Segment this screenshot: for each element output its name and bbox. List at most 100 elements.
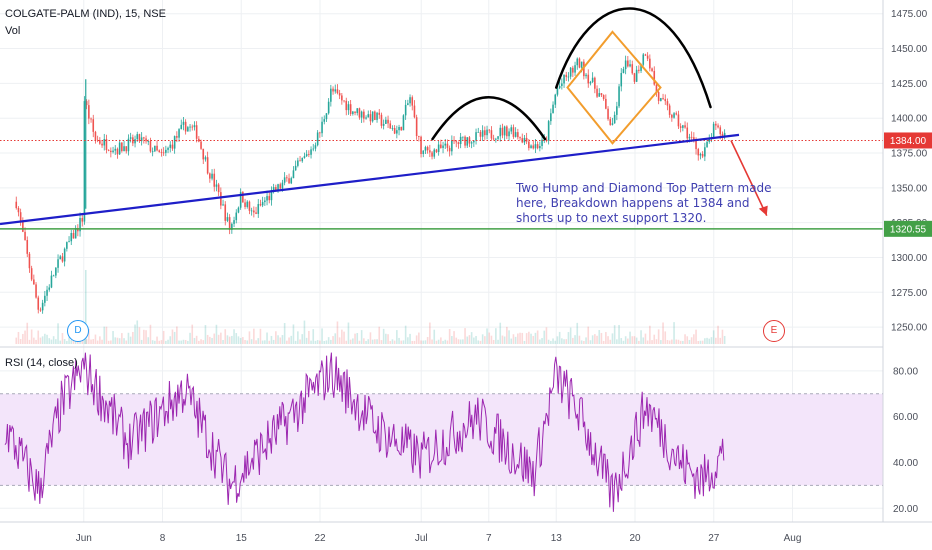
volume-bar xyxy=(459,339,462,344)
candle-body xyxy=(354,111,356,114)
earnings-marker[interactable]: E xyxy=(763,320,785,342)
volume-bar xyxy=(321,328,323,344)
volume-bar xyxy=(226,335,229,344)
candle-body xyxy=(613,114,616,124)
candle-body xyxy=(345,100,348,111)
candle-body xyxy=(270,190,273,201)
candle-body xyxy=(224,204,227,221)
candle-body xyxy=(103,139,106,146)
candle-body xyxy=(374,111,376,120)
rsi-tick-label: 40.00 xyxy=(893,458,918,469)
volume-bar xyxy=(618,324,620,344)
volume-bar xyxy=(607,336,609,344)
volume-bar xyxy=(404,325,407,344)
candle-body xyxy=(178,129,180,138)
volume-bar xyxy=(33,337,35,344)
candle-body xyxy=(646,55,649,59)
time-axis[interactable]: Jun 8 15 22 Jul 7 13 20 27 Aug xyxy=(76,533,802,544)
volume-bar xyxy=(145,330,147,344)
rsi-axis[interactable]: 20.00 40.00 60.00 80.00 xyxy=(893,366,918,514)
price-labels: 1384.00 1320.55 xyxy=(884,132,932,237)
candle-body xyxy=(618,86,620,107)
volume-bar xyxy=(277,335,279,344)
candle-body xyxy=(413,105,416,118)
candle-body xyxy=(114,148,117,151)
candle-body xyxy=(88,105,90,119)
volume-bar xyxy=(510,338,513,344)
candle-body xyxy=(578,58,581,68)
candle-body xyxy=(213,173,216,187)
volume-bar xyxy=(264,340,266,344)
volume-bar xyxy=(88,328,90,344)
candle-body xyxy=(605,98,607,109)
hump-arc-2[interactable] xyxy=(555,7,712,109)
volume-bar xyxy=(343,331,345,344)
volume-bar xyxy=(228,336,231,344)
candle-body xyxy=(495,138,497,140)
candle-body xyxy=(431,152,433,157)
candle-body xyxy=(156,145,158,151)
candle-body xyxy=(35,284,37,298)
candle-body xyxy=(233,220,235,224)
volume-bar xyxy=(466,336,469,344)
volume-bar xyxy=(420,340,422,344)
volume-bar xyxy=(547,339,550,344)
volume-bar xyxy=(52,336,55,344)
x-tick-label: Jul xyxy=(415,533,428,544)
candle-body xyxy=(261,202,264,206)
candle-body xyxy=(655,84,658,93)
trendline[interactable] xyxy=(0,133,740,226)
dividend-marker[interactable]: D xyxy=(67,320,89,342)
volume-bar xyxy=(352,338,354,344)
candle-body xyxy=(508,131,510,137)
volume-bar xyxy=(624,336,627,344)
volume-bar xyxy=(184,339,187,344)
volume-bar xyxy=(635,337,638,344)
volume-bar xyxy=(723,335,726,344)
volume-bar xyxy=(248,331,251,344)
annotation-text[interactable]: Two Hump and Diamond Top Pattern made he… xyxy=(516,181,772,225)
candle-body xyxy=(264,200,266,203)
volume-bar xyxy=(140,339,143,344)
candle-body xyxy=(475,132,477,141)
candle-body xyxy=(609,119,612,125)
candle-body xyxy=(160,152,163,153)
candle-body xyxy=(426,147,429,151)
candle-body xyxy=(226,217,229,221)
volume-bar xyxy=(594,334,596,344)
candle-body xyxy=(712,123,715,138)
price-axis[interactable]: 1250.001275.001300.001325.001350.001375.… xyxy=(891,9,928,333)
diamond-pattern[interactable] xyxy=(566,30,662,145)
hump-arc-1[interactable] xyxy=(431,96,547,141)
volume-bar xyxy=(182,339,185,344)
volume-bar xyxy=(312,329,315,344)
volume-bar xyxy=(486,328,488,344)
volume-bar xyxy=(554,340,557,344)
forecast-arrow[interactable] xyxy=(730,140,768,217)
volume-bar xyxy=(484,336,486,344)
volume-bar xyxy=(589,340,592,344)
symbol-title[interactable]: COLGATE-PALM (IND), 15, NSE xyxy=(5,8,166,20)
y-tick-label: 1300.00 xyxy=(891,253,928,264)
volume-bar xyxy=(620,338,623,344)
candle-body xyxy=(481,130,484,137)
volume-bar xyxy=(539,339,541,344)
candle-body xyxy=(52,275,55,277)
candle-body xyxy=(121,142,123,152)
volume-bar xyxy=(253,328,255,344)
candle-body xyxy=(330,88,332,102)
candle-body xyxy=(380,114,383,126)
candle-body xyxy=(319,132,321,134)
volume-bar xyxy=(640,330,642,344)
candle-body xyxy=(255,212,257,214)
rsi-legend[interactable]: RSI (14, close) xyxy=(5,357,78,369)
candle-body xyxy=(682,125,684,128)
volume-bar xyxy=(356,333,359,344)
volume-bar xyxy=(719,337,722,344)
volume-bar xyxy=(402,340,405,344)
candle-body xyxy=(327,101,330,114)
candle-body xyxy=(640,64,642,71)
candle-body xyxy=(684,125,686,128)
volume-legend[interactable]: Vol xyxy=(5,25,21,37)
